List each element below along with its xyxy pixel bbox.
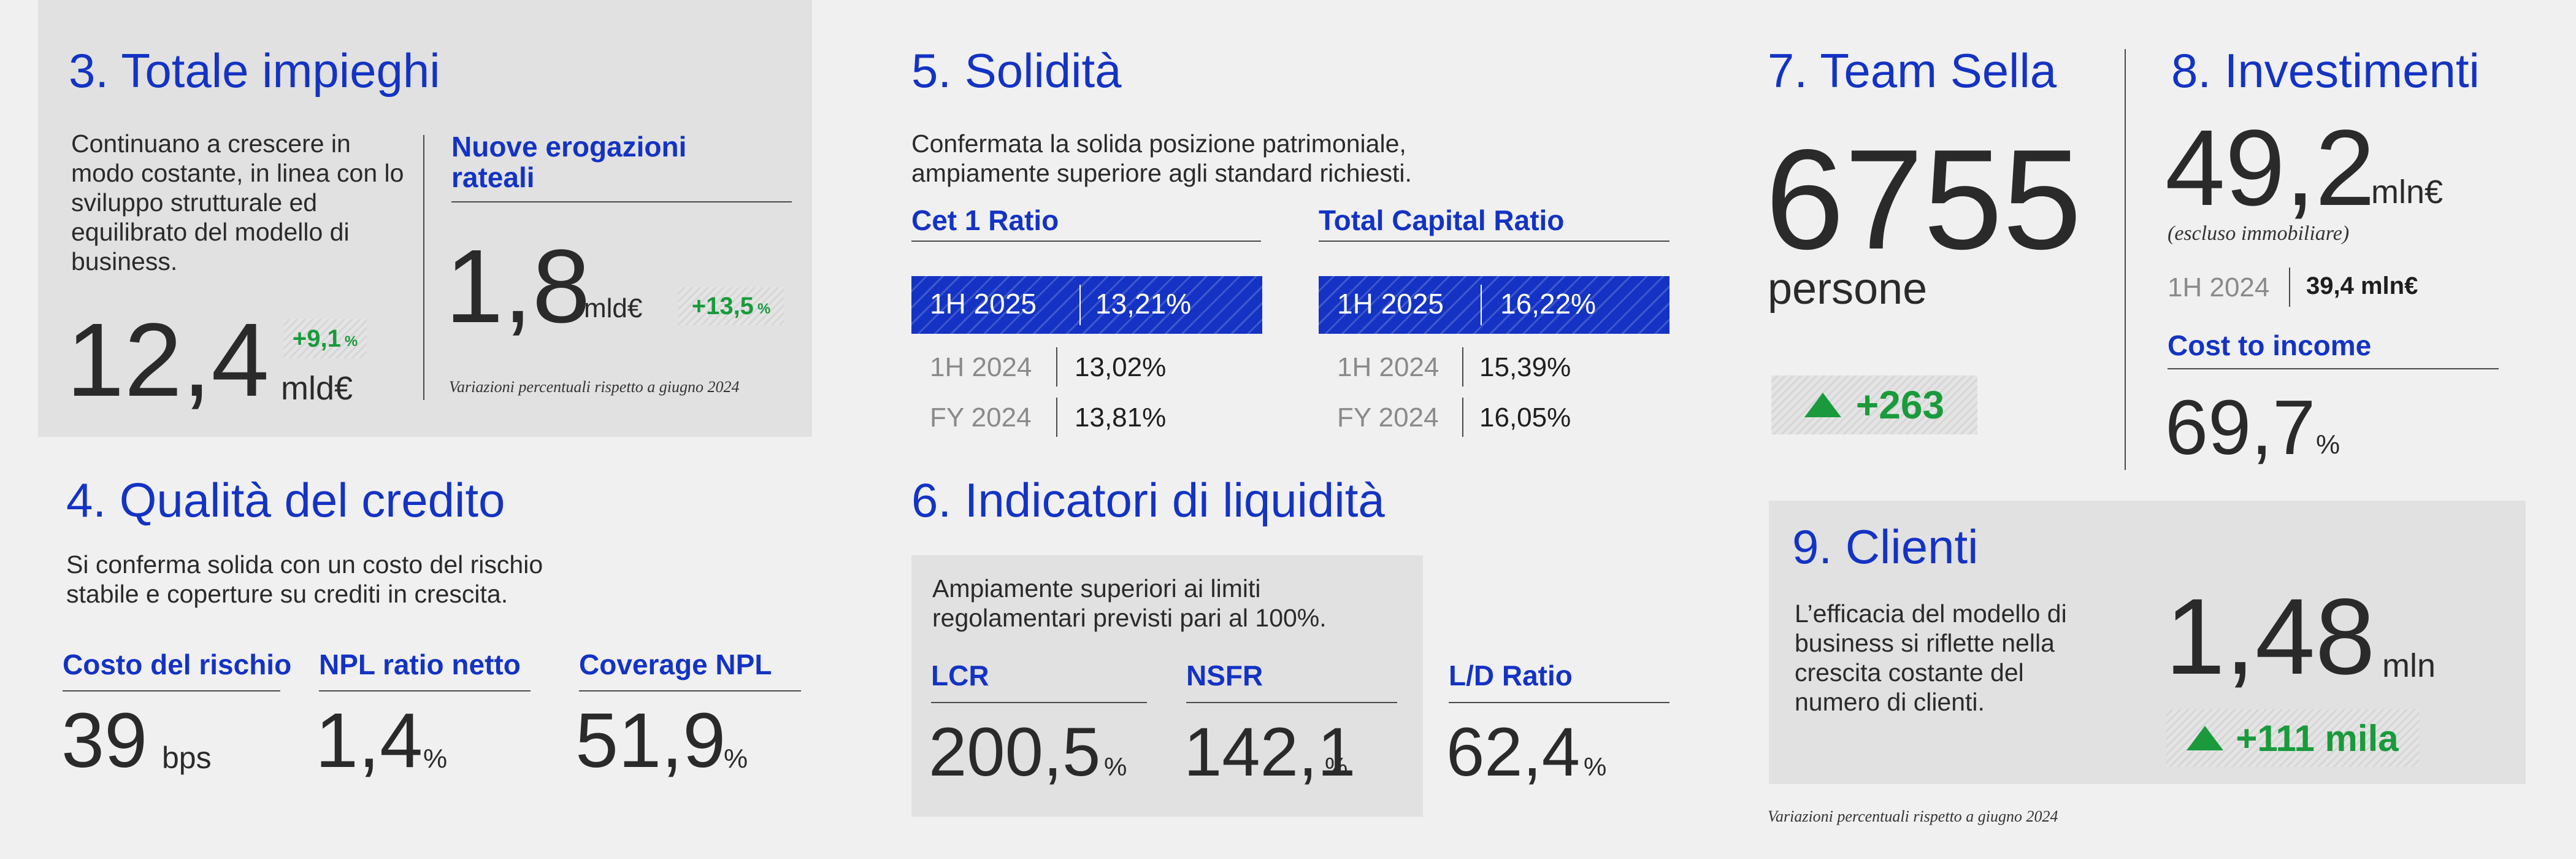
- section-6-title: 6. Indicatori di liquidità: [911, 473, 1385, 527]
- kpi-coverage-npl-rule: [579, 690, 801, 691]
- kpi-nsfr-label: NSFR: [1186, 660, 1263, 691]
- section-5-title: 5. Solidità: [911, 44, 1122, 98]
- team-delta: +263: [1855, 383, 1945, 427]
- section-5-description: Confermata la solida posizione patrimoni…: [911, 129, 1412, 187]
- investimenti-unit: mln€: [2371, 174, 2444, 210]
- clienti-delta-badge: +111 mila: [2166, 709, 2419, 767]
- kpi-nsfr-rule: [1186, 702, 1397, 703]
- tcr-fy-separator: [1462, 398, 1463, 437]
- section-3-divider: [423, 135, 424, 400]
- investimenti-value: 49,2: [2165, 108, 2375, 228]
- cet1-prev-period: 1H 2024: [930, 352, 1032, 382]
- section-8-title: 8. Investimenti: [2171, 44, 2480, 98]
- cet1-current-bar: 1H 2025 13,21%: [911, 276, 1262, 334]
- section-3-value: 12,4: [66, 302, 269, 418]
- section-3-panel: [38, 0, 812, 437]
- section-3-sub-title-rule: [451, 201, 792, 202]
- cet1-prev-value: 13,02%: [1075, 352, 1167, 382]
- kpi-nsfr-unit: %: [1325, 752, 1348, 781]
- section-7-title: 7. Team Sella: [1768, 44, 2057, 98]
- section-3-unit: mld€: [281, 370, 353, 407]
- section-4-description: Si conferma solida con un costo del risc…: [66, 550, 543, 608]
- kpi-npl-ratio-value: 1,4: [315, 697, 423, 784]
- tcr-rule: [1319, 241, 1669, 242]
- arrow-up-icon: [1804, 393, 1841, 417]
- cet1-current-value: 13,21%: [1095, 288, 1192, 320]
- kpi-costo-rischio-value: 39: [61, 697, 148, 784]
- tcr-prev-value: 15,39%: [1479, 352, 1571, 382]
- section-6-panel: [911, 555, 1423, 817]
- tcr-current-bar: 1H 2025 16,22%: [1319, 276, 1669, 334]
- tcr-current-period: 1H 2025: [1337, 288, 1444, 320]
- kpi-coverage-npl-unit: %: [724, 744, 748, 774]
- cet1-prev-separator: [1056, 347, 1057, 387]
- tcr-current-separator: [1481, 285, 1482, 325]
- team-unit: persone: [1768, 264, 1928, 314]
- kpi-costo-rischio-label: Costo del rischio: [63, 649, 292, 680]
- kpi-ld-ratio-value: 62,4: [1446, 714, 1580, 790]
- section-3-sub-unit: mld€: [584, 293, 643, 323]
- team-delta-badge: +263: [1771, 376, 1977, 434]
- arrow-up-icon: [2187, 726, 2224, 750]
- tcr-label: Total Capital Ratio: [1319, 204, 1565, 236]
- tcr-fy-period: FY 2024: [1337, 403, 1439, 433]
- investimenti-qualifier: (escluso immobiliare): [2168, 222, 2350, 245]
- cost-to-income-unit: %: [2316, 430, 2340, 460]
- section-9-title: 9. Clienti: [1792, 520, 1979, 574]
- kpi-ld-ratio-unit: %: [1584, 752, 1607, 781]
- kpi-nsfr-value: 142,1: [1184, 714, 1356, 790]
- section-3-sub-delta-badge: +13,5%: [678, 287, 784, 325]
- cost-to-income-label: Cost to income: [2168, 329, 2372, 361]
- kpi-ld-ratio-rule: [1449, 702, 1669, 703]
- tcr-fy-value: 16,05%: [1479, 403, 1571, 433]
- section-3-sub-delta-percent: %: [757, 301, 771, 317]
- cet1-current-period: 1H 2025: [930, 288, 1037, 320]
- section-6-description: Ampiamente superiori ai limiti regolamen…: [932, 574, 1327, 632]
- cet1-current-separator: [1079, 285, 1081, 325]
- kpi-lcr-label: LCR: [931, 660, 989, 691]
- kpi-npl-ratio-rule: [319, 690, 531, 691]
- tcr-current-value: 16,22%: [1500, 288, 1597, 320]
- clienti-value: 1,48: [2165, 577, 2375, 697]
- cet1-label: Cet 1 Ratio: [911, 204, 1059, 236]
- team-value: 6755: [1765, 120, 2082, 279]
- footer-footnote: Variazioni percentuali rispetto a giugno…: [1768, 807, 2058, 825]
- kpi-coverage-npl-label: Coverage NPL: [579, 649, 772, 680]
- section-3-delta-badge: +9,1%: [283, 319, 367, 358]
- cost-to-income-value: 69,7: [2165, 384, 2316, 471]
- section-3-title: 3. Totale impieghi: [69, 44, 440, 98]
- investimenti-prev-period: 1H 2024: [2168, 272, 2270, 302]
- cost-to-income-rule: [2168, 368, 2499, 369]
- kpi-costo-rischio-rule: [63, 690, 280, 691]
- clienti-unit: mln: [2382, 647, 2436, 684]
- tcr-prev-period: 1H 2024: [1337, 352, 1439, 382]
- section-3-sub-value: 1,8: [445, 228, 591, 345]
- investimenti-prev-value: 39,4 mln€: [2306, 272, 2418, 299]
- section-9-description: L’efficacia del modello di business si r…: [1795, 599, 2067, 716]
- section-3-description: Continuano a crescere in modo costante, …: [71, 129, 404, 275]
- kpi-lcr-unit: %: [1104, 752, 1127, 781]
- kpi-npl-ratio-unit: %: [423, 744, 448, 774]
- tcr-prev-separator: [1462, 347, 1463, 387]
- cet1-fy-value: 13,81%: [1075, 403, 1167, 433]
- section-3-sub-title: Nuove erogazioni rateali: [451, 131, 687, 193]
- section-3-sub-delta-number: +13,5: [691, 292, 754, 320]
- kpi-ld-ratio-label: L/D Ratio: [1449, 660, 1573, 691]
- section-4-title: 4. Qualità del credito: [66, 473, 505, 527]
- kpi-lcr-value: 200,5: [929, 714, 1101, 790]
- section-3-delta-percent: %: [344, 333, 358, 350]
- cet1-fy-period: FY 2024: [930, 403, 1032, 433]
- cet1-rule: [911, 241, 1261, 242]
- kpi-lcr-rule: [931, 702, 1147, 703]
- section-3-footnote: Variazioni percentuali rispetto a giugno…: [449, 378, 740, 396]
- investimenti-prev-separator: [2289, 268, 2290, 307]
- kpi-npl-ratio-label: NPL ratio netto: [319, 649, 521, 680]
- kpi-costo-rischio-unit: bps: [162, 741, 212, 775]
- cet1-fy-separator: [1056, 398, 1057, 437]
- kpi-coverage-npl-value: 51,9: [575, 697, 726, 784]
- section-3-delta-number: +9,1: [292, 325, 341, 352]
- clienti-delta: +111 mila: [2236, 717, 2399, 759]
- section-7-8-divider: [2125, 49, 2126, 470]
